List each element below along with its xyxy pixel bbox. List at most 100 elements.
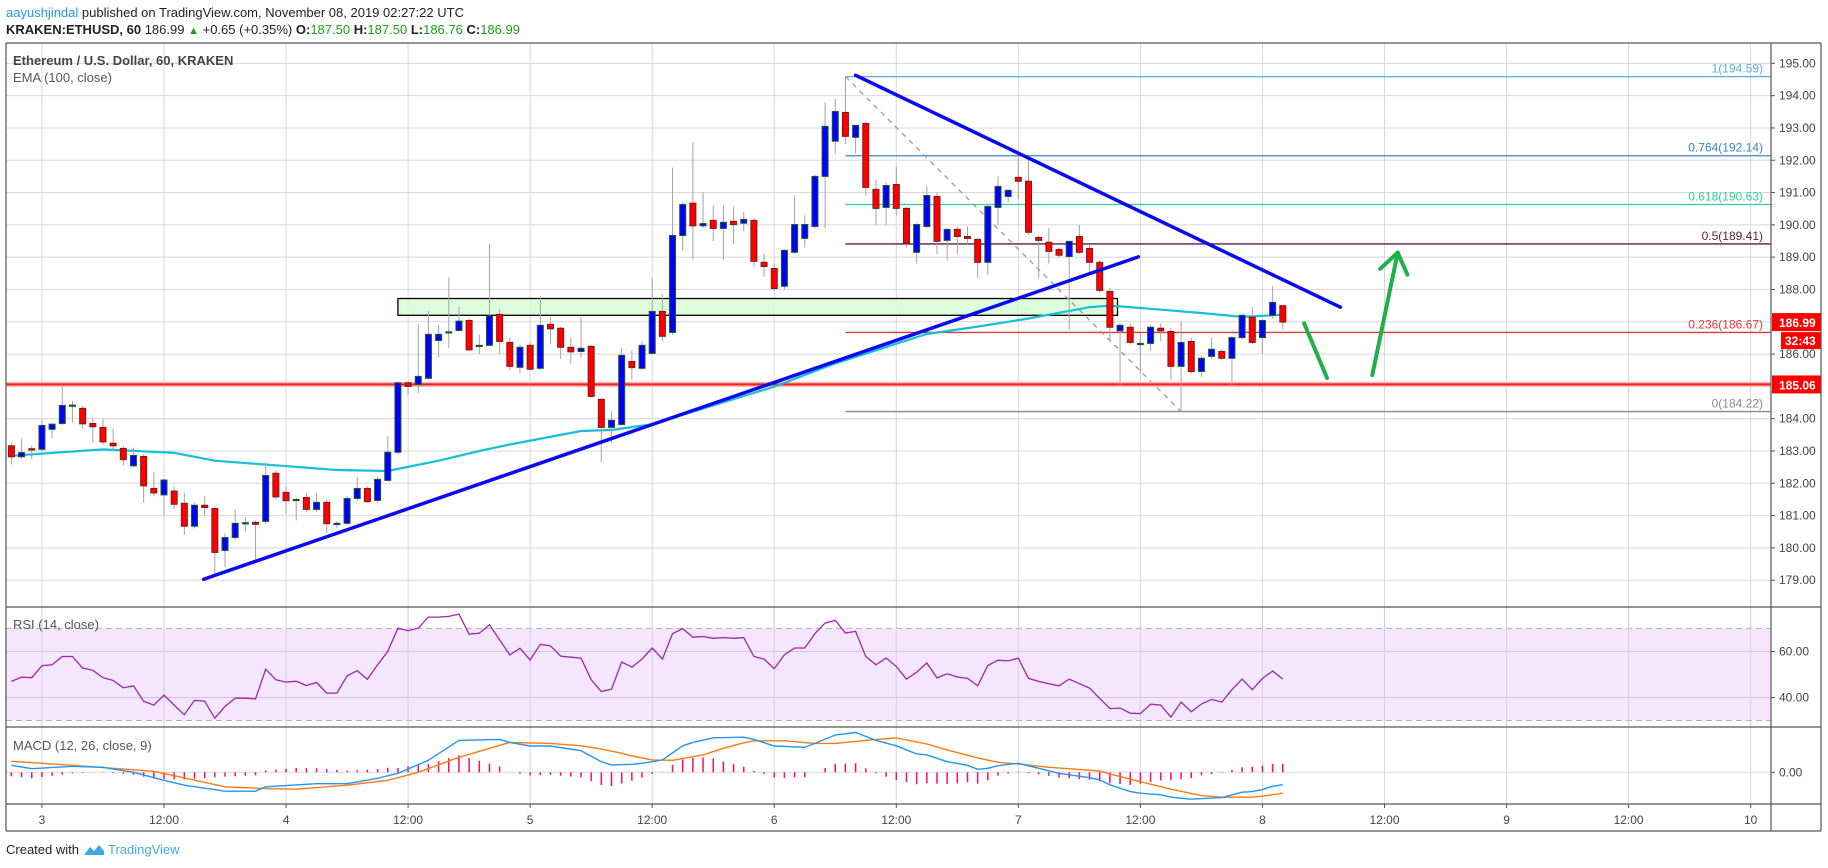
candle-body xyxy=(1025,180,1033,233)
candle-body xyxy=(872,188,880,209)
candle xyxy=(1258,318,1266,355)
candle xyxy=(770,263,778,292)
candle xyxy=(506,337,514,371)
candle-body xyxy=(353,487,361,499)
candle-body xyxy=(7,445,15,458)
candle xyxy=(1238,313,1246,340)
candle-body xyxy=(821,125,829,177)
candle-body xyxy=(302,496,310,510)
price-axis-label: 181.00 xyxy=(1779,509,1816,523)
time-axis-label: 3 xyxy=(39,813,46,827)
candle-body xyxy=(58,404,66,425)
rsi-background xyxy=(6,607,1771,773)
candle xyxy=(384,436,392,482)
candle xyxy=(730,207,738,245)
candle-body xyxy=(913,224,921,253)
candle xyxy=(689,142,697,261)
time-axis-label: 10 xyxy=(1744,813,1758,827)
candle-body xyxy=(546,323,554,330)
candle-body xyxy=(1075,235,1083,253)
candle-body xyxy=(465,319,473,351)
time-axis-label: 12:00 xyxy=(149,813,179,827)
candle xyxy=(1228,336,1236,387)
candle xyxy=(79,405,87,429)
candle xyxy=(841,76,849,145)
macd-line xyxy=(11,731,1283,800)
arrow-shaft xyxy=(1370,250,1400,378)
candle xyxy=(709,205,717,242)
candle-body xyxy=(384,451,392,481)
candle xyxy=(343,496,351,526)
candle xyxy=(129,447,137,468)
candle-body xyxy=(689,202,697,227)
tradingview-link[interactable]: TradingView xyxy=(83,842,180,857)
candle-body xyxy=(587,345,595,397)
candle xyxy=(648,278,656,355)
candle xyxy=(1248,307,1256,345)
candle xyxy=(1065,240,1073,330)
candle xyxy=(852,124,860,154)
candle-body xyxy=(424,333,432,379)
candle xyxy=(1004,189,1012,203)
candle-body xyxy=(1045,241,1053,252)
close-label: C: xyxy=(466,22,481,37)
candle xyxy=(587,345,595,398)
candle-body xyxy=(1116,324,1124,332)
candle-body xyxy=(1157,327,1165,332)
candle xyxy=(780,249,788,290)
candle xyxy=(160,478,168,516)
candle-body xyxy=(68,404,76,407)
candle xyxy=(750,218,758,267)
time-axis-label: 5 xyxy=(527,813,534,827)
candle-body xyxy=(933,195,941,242)
ema-legend: EMA (100, close) xyxy=(13,70,112,85)
price-axis-label: 191.00 xyxy=(1779,186,1816,200)
countdown-text: 32:43 xyxy=(1785,334,1816,348)
candle-body xyxy=(1218,350,1226,359)
candle xyxy=(404,381,412,395)
time-axis-label: 7 xyxy=(1015,813,1022,827)
candle-body xyxy=(780,249,788,287)
candle xyxy=(1075,224,1083,254)
candle-body xyxy=(475,344,483,348)
candle xyxy=(180,492,188,535)
candle-body xyxy=(1248,316,1256,343)
candle-body xyxy=(1228,337,1236,359)
candle xyxy=(872,179,880,225)
candle-body xyxy=(638,344,646,369)
candle-body xyxy=(567,346,575,353)
candle-body xyxy=(38,424,46,450)
candle-body xyxy=(435,333,443,342)
countdown-box xyxy=(1781,332,1821,350)
candle xyxy=(201,496,209,516)
fib-level-label: 0.764(192.14) xyxy=(1688,141,1763,155)
candle xyxy=(231,509,239,540)
candle xyxy=(150,471,158,497)
candle-body xyxy=(48,423,56,430)
author-link[interactable]: aayushjindal xyxy=(6,5,79,20)
candle-body xyxy=(150,487,158,494)
low-label: L: xyxy=(410,22,424,37)
candle-body xyxy=(170,490,178,505)
candle-body xyxy=(994,185,1002,208)
candle xyxy=(557,326,565,359)
candle xyxy=(99,418,107,445)
candle xyxy=(1106,287,1114,342)
candle-body xyxy=(648,310,656,354)
candle xyxy=(48,423,56,439)
rsi-axis-label: 40.00 xyxy=(1779,691,1809,705)
arrow-shaft xyxy=(1302,321,1330,380)
candle xyxy=(740,211,748,232)
candle xyxy=(1096,260,1104,293)
candle xyxy=(902,207,910,248)
price-axis-label: 179.00 xyxy=(1779,573,1816,587)
time-axis-label: 12:00 xyxy=(1125,813,1155,827)
candle xyxy=(445,277,453,348)
price-axis-label: 189.00 xyxy=(1779,250,1816,264)
candle-body xyxy=(323,501,331,525)
candle xyxy=(1025,157,1033,235)
symbol-info: KRAKEN:ETHUSD, 60 186.99 ▲ +0.65 (+0.35%… xyxy=(6,22,520,37)
candle xyxy=(424,311,432,380)
candle-body xyxy=(923,194,931,227)
